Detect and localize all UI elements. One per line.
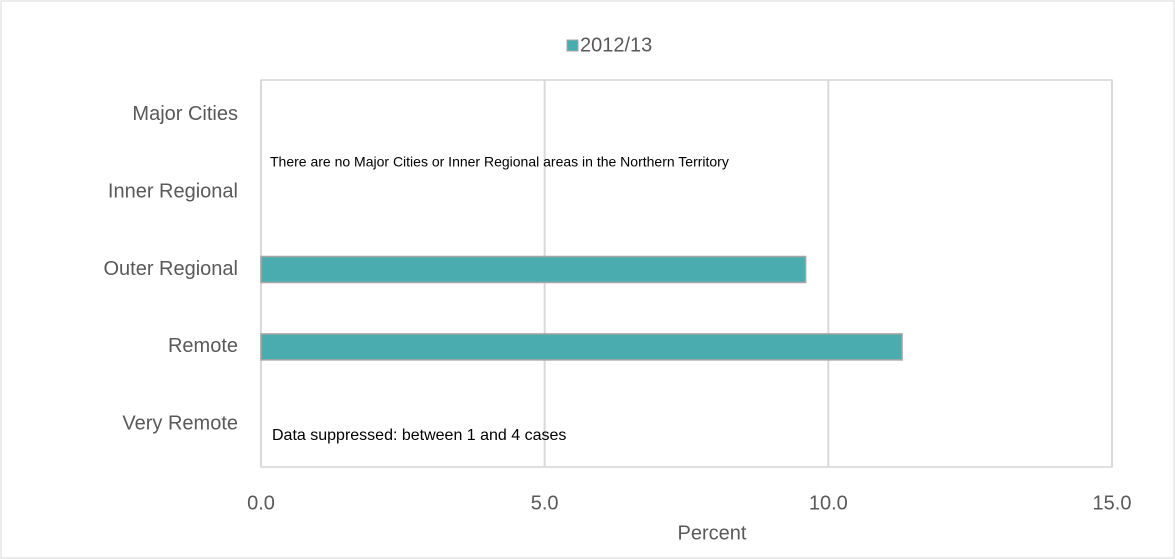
y-tick-label: Remote bbox=[168, 335, 238, 357]
x-tick-label: 5.0 bbox=[531, 492, 559, 514]
annotation: There are no Major Cities or Inner Regio… bbox=[270, 154, 729, 170]
bar bbox=[260, 333, 903, 361]
x-tick-label: 0.0 bbox=[247, 492, 275, 514]
bar bbox=[260, 255, 807, 284]
legend-label: 2012/13 bbox=[580, 34, 652, 56]
x-axis-label: Percent bbox=[678, 522, 747, 544]
legend-swatch bbox=[566, 39, 579, 52]
y-tick-label: Inner Regional bbox=[108, 180, 238, 202]
x-tick-label: 15.0 bbox=[1093, 492, 1132, 514]
annotation: Data suppressed: between 1 and 4 cases bbox=[272, 427, 566, 444]
y-tick-label: Major Cities bbox=[132, 103, 238, 125]
y-tick-label: Very Remote bbox=[122, 413, 238, 435]
y-tick-label: Outer Regional bbox=[103, 258, 238, 280]
x-tick-label: 10.0 bbox=[809, 492, 848, 514]
